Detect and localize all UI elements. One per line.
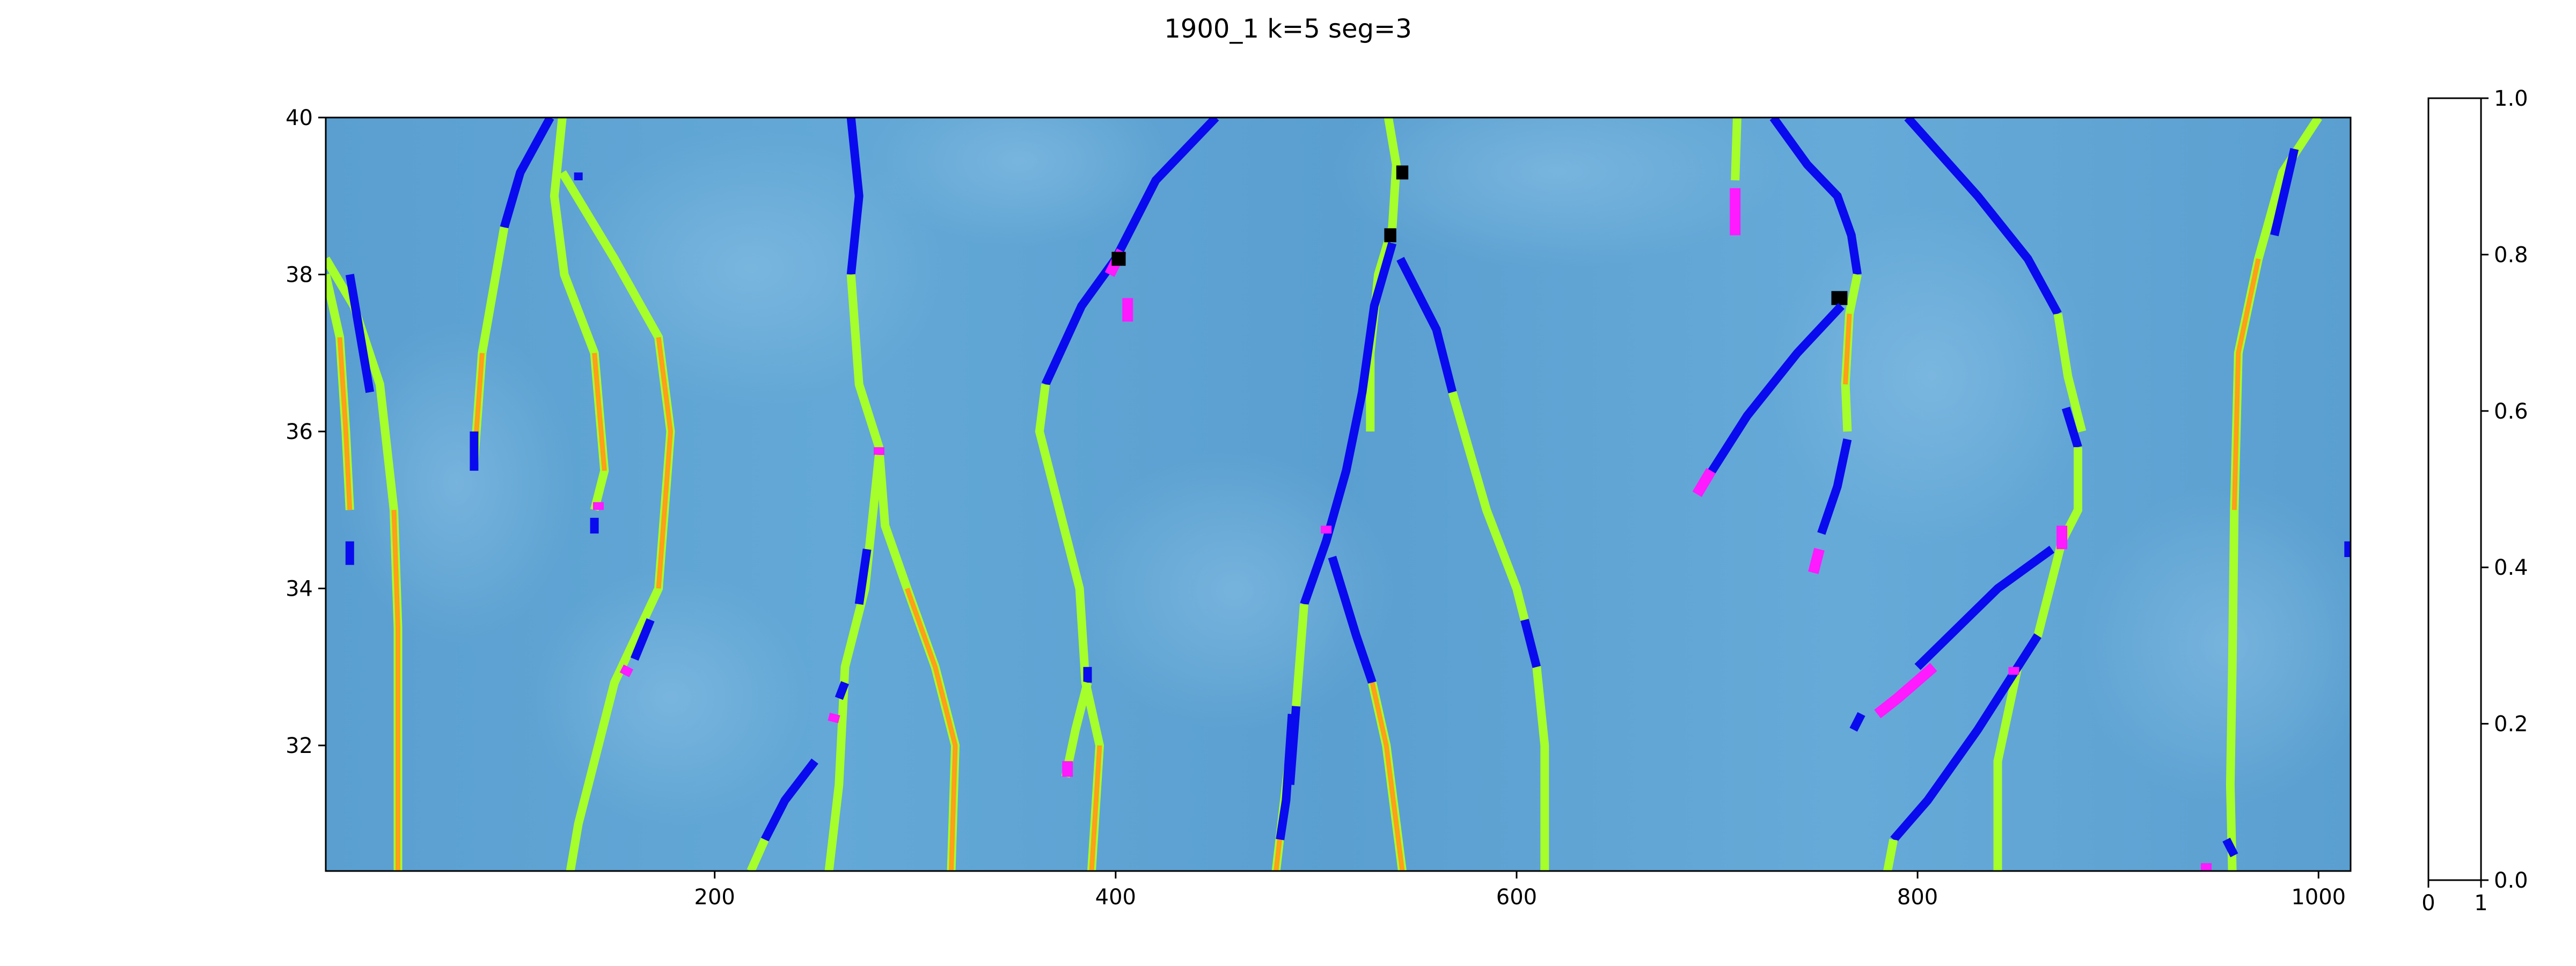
- trace-blue-53: [1904, 118, 2062, 316]
- trace-blue-60: [1849, 712, 1865, 732]
- colorbar-y-tick-label: 0.6: [2494, 399, 2528, 424]
- heatmap-plot: 200 400 600 800 1000 32 34 36 38 40: [286, 106, 2352, 910]
- y-tick-label: 34: [286, 577, 313, 602]
- trace-blue-61: [1890, 633, 2041, 843]
- colorbar-x-tick-label: 0: [2421, 891, 2435, 916]
- trace-blue-42: [1520, 619, 1541, 668]
- plot-frame: [325, 116, 2352, 872]
- trace-blue-34: [1300, 241, 1397, 606]
- trace-blue-14: [846, 118, 863, 275]
- colorbar-y-tick-label: 0.4: [2494, 555, 2528, 580]
- trace-overlay-orange-39-0: [1370, 682, 1405, 871]
- chart-title: 1900_1 k=5 seg=3: [1164, 14, 1412, 44]
- x-tick-label: 600: [1496, 885, 1537, 910]
- trace-blue-49: [1703, 303, 1845, 481]
- trace-magenta-52: [1808, 547, 1825, 574]
- trace-overlay-orange-64-0: [2231, 258, 2261, 510]
- trace-blue-40: [1396, 257, 1457, 393]
- x-tick-label: 200: [694, 885, 735, 910]
- trace-green-22: [747, 838, 769, 871]
- trace-green-62: [1883, 838, 1898, 871]
- trace-overlay-orange-1-0: [337, 337, 353, 510]
- y-tick-label: 40: [286, 106, 313, 130]
- y-axis: 32 34 36 38 40: [286, 106, 326, 758]
- trace-blue-18: [854, 548, 872, 605]
- trace-blue-38: [1328, 555, 1377, 684]
- y-tick-label: 36: [286, 420, 313, 444]
- trace-blue-46: [1769, 118, 1862, 275]
- trace-blue-4: [500, 118, 554, 229]
- x-tick-label: 400: [1095, 885, 1136, 910]
- colorbar-y-tick-label: 1.0: [2494, 86, 2528, 111]
- trace-blue-66: [2222, 837, 2238, 858]
- trace-magenta-50: [1692, 467, 1716, 497]
- trace-green-44: [1731, 118, 1741, 181]
- trace-blue-19: [835, 681, 849, 700]
- trace-overlay-orange-11-0: [656, 336, 674, 589]
- trace-overlay-orange-47-0: [1843, 313, 1852, 385]
- trace-overlay-orange-0-0: [391, 510, 400, 871]
- x-axis: 200 400 600 800 1000: [694, 871, 2346, 910]
- trace-blue-58: [1914, 545, 2055, 670]
- y-tick-label: 38: [286, 263, 313, 288]
- trace-magenta-59: [1874, 663, 1937, 719]
- trace-blue-12: [630, 618, 655, 661]
- trace-blue-21: [760, 758, 818, 842]
- trace-blue-51: [1817, 438, 1852, 535]
- trace-blue-2: [345, 274, 375, 393]
- trace-magenta-13: [619, 664, 633, 677]
- trace-overlay-orange-15-0: [905, 587, 958, 871]
- trace-green-7: [550, 118, 609, 511]
- trace-overlay-orange-7-0: [592, 353, 607, 471]
- trace-lines: [326, 118, 2351, 871]
- x-tick-label: 1000: [2291, 885, 2346, 910]
- colorbar-y-axis: 0.0 0.2 0.4 0.6 0.8 1.0: [2481, 86, 2528, 893]
- trace-blue-65: [2270, 148, 2299, 237]
- trace-blue-55: [2061, 406, 2082, 449]
- trace-green-54: [2053, 313, 2087, 433]
- trace-magenta-20: [828, 712, 840, 723]
- colorbar-x-tick-label: 1: [2474, 891, 2487, 916]
- trace-blue-43: [1285, 706, 1301, 785]
- colorbar-frame: [2427, 97, 2482, 881]
- colorbar-y-tick-label: 0.2: [2494, 712, 2528, 737]
- colorbar-y-tick-label: 0.0: [2494, 868, 2528, 893]
- y-tick-label: 32: [286, 734, 313, 758]
- trace-green-17: [824, 455, 883, 871]
- trace-green-31: [1366, 118, 1401, 431]
- x-tick-label: 800: [1897, 885, 1938, 910]
- colorbar-y-tick-label: 0.8: [2494, 243, 2528, 267]
- trace-overlay-orange-27-0: [1089, 745, 1102, 871]
